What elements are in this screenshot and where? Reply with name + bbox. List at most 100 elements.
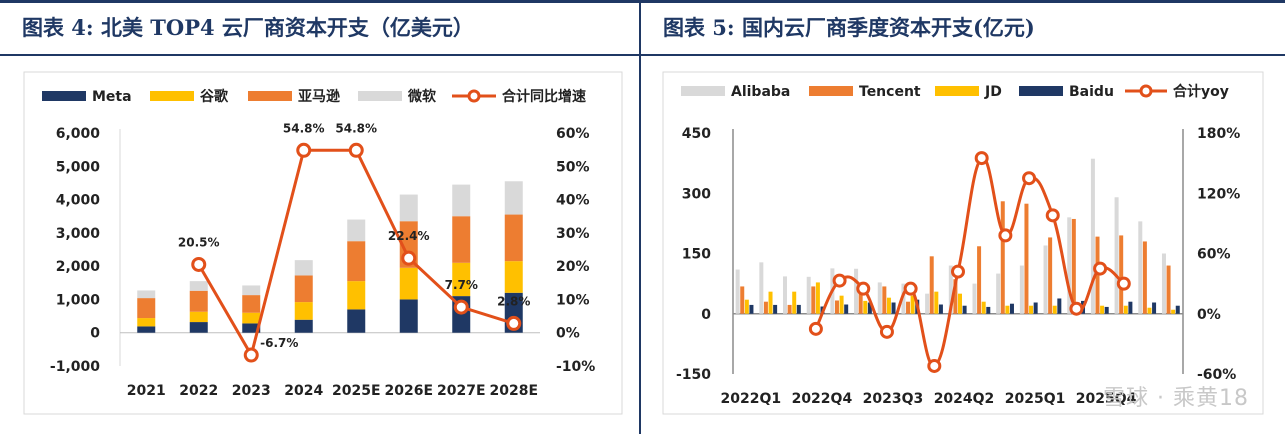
legend-swatch-baidu: [1019, 86, 1063, 96]
x-tick-label: 2025E: [332, 383, 381, 399]
bar-jd: [768, 291, 773, 314]
bar-jd: [792, 291, 797, 314]
bar-baidu: [1009, 303, 1014, 314]
bar-alibaba: [806, 276, 811, 314]
y-tick-label: -1,000: [50, 359, 100, 375]
bar-tencent: [834, 300, 839, 314]
bar-meta: [242, 323, 261, 333]
bar-alibaba: [1114, 197, 1119, 314]
legend-swatch-jd: [935, 86, 979, 96]
y-tick-label: 4,000: [56, 193, 101, 209]
right-chart: 450 300 150 0 -150 180% 120% 60% 0% -60% 2022Q1 202…: [662, 71, 1264, 415]
y2-tick-label: 40%: [556, 193, 590, 209]
y-tick-label: 150: [682, 247, 711, 263]
bar-baidu: [796, 304, 801, 314]
yoy-point: [903, 281, 918, 296]
yoy-point: [879, 324, 894, 339]
bar-tencent: [1142, 241, 1147, 314]
growth-data-label: 54.8%: [335, 121, 377, 135]
bar-tencent: [953, 279, 958, 314]
bar-tencent: [1024, 203, 1029, 314]
left-chart-panel: 图表 4: 北美 TOP4 云厂商资本开支（亿美元） 6,000 5,000 4,0…: [0, 0, 640, 434]
growth-point: [401, 250, 417, 266]
x-tick-label: 2021: [127, 383, 166, 399]
y2-tick-label: 10%: [556, 292, 590, 308]
bar-google: [452, 262, 471, 297]
bar-alibaba: [1161, 253, 1166, 314]
bar-meta: [347, 309, 366, 333]
bar-google: [399, 267, 418, 300]
growth-data-label: -6.7%: [260, 336, 298, 350]
growth-data-label: 20.5%: [178, 235, 220, 249]
bar-amazon: [137, 298, 156, 319]
bar-tencent: [1095, 236, 1100, 314]
bar-alibaba: [1019, 265, 1024, 314]
yoy-point: [856, 281, 871, 296]
yoy-point: [927, 358, 942, 373]
y2-tick-label: 0%: [556, 326, 580, 342]
bar-jd: [863, 300, 868, 314]
bar-alibaba: [1067, 217, 1072, 314]
legend-label-yoy: 合计yoy: [1173, 83, 1229, 100]
x-tick-label: 2025Q1: [1005, 391, 1066, 407]
bar-baidu: [1033, 302, 1038, 314]
bar-microsoft: [452, 184, 471, 217]
bar-jd: [1171, 309, 1176, 314]
y-tick-label: 6,000: [56, 126, 101, 142]
chart-frame: [662, 71, 1264, 415]
x-tick-label: 2023: [232, 383, 271, 399]
legend-marker-yoy: [1139, 84, 1153, 98]
yoy-point: [1069, 301, 1084, 316]
bar-jd: [934, 291, 939, 314]
bar-tencent: [1119, 235, 1124, 314]
x-tick-label: 2025Q4: [1076, 391, 1137, 407]
bar-baidu: [986, 306, 991, 314]
x-tick-label: 2022Q4: [792, 391, 853, 407]
right-chart-title: 图表 5: 国内云厂商季度资本开支(亿元): [663, 15, 1035, 40]
yoy-point: [998, 228, 1013, 243]
panel-divider: [639, 0, 641, 434]
legend-label-tencent: Tencent: [859, 84, 921, 100]
bar-baidu: [1152, 302, 1157, 314]
growth-point: [453, 299, 469, 315]
left-chart: 6,000 5,000 4,000 3,000 2,000 1,000 0 -1,000 60%…: [23, 71, 623, 415]
legend-swatch-alibaba: [681, 86, 725, 96]
legend-swatch-tencent: [809, 86, 853, 96]
y2-tick-label: 30%: [556, 226, 590, 242]
x-tick-label: 2024: [284, 383, 323, 399]
y-tick-label: 2,000: [56, 259, 101, 275]
y2-tick-label: 0%: [1197, 307, 1221, 323]
bar-tencent: [787, 304, 792, 314]
bar-alibaba: [996, 273, 1001, 314]
bar-baidu: [1128, 301, 1133, 314]
bar-alibaba: [1138, 221, 1143, 314]
growth-point: [191, 256, 207, 272]
yoy-point: [1116, 276, 1131, 291]
bar-alibaba: [925, 293, 930, 314]
bar-microsoft: [347, 219, 366, 242]
y2-tick-label: 60%: [556, 126, 590, 142]
x-tick-label: 2023Q3: [863, 391, 924, 407]
x-tick-label: 2022Q1: [721, 391, 782, 407]
bar-tencent: [763, 301, 768, 314]
bar-tencent: [977, 246, 982, 314]
bar-meta: [294, 319, 313, 333]
bar-jd: [886, 297, 891, 314]
bar-alibaba: [901, 283, 906, 314]
bar-jd: [1123, 305, 1128, 314]
yoy-point: [974, 151, 989, 166]
growth-point: [506, 315, 522, 331]
bar-tencent: [1071, 218, 1076, 314]
legend-label-amazon: 亚马逊: [298, 89, 340, 105]
legend-label-alibaba: Alibaba: [731, 84, 790, 100]
bar-jd: [839, 295, 844, 314]
bar-meta: [189, 322, 208, 333]
bar-amazon: [452, 216, 471, 263]
x-tick-label: 2027E: [437, 383, 486, 399]
yoy-line: [814, 156, 1125, 368]
bar-tencent: [811, 286, 816, 314]
bar-jd: [1100, 305, 1105, 314]
right-title-bar: 图表 5: 国内云厂商季度资本开支(亿元): [641, 0, 1285, 56]
bar-microsoft: [189, 281, 208, 291]
y-tick-label: 5,000: [56, 159, 101, 175]
